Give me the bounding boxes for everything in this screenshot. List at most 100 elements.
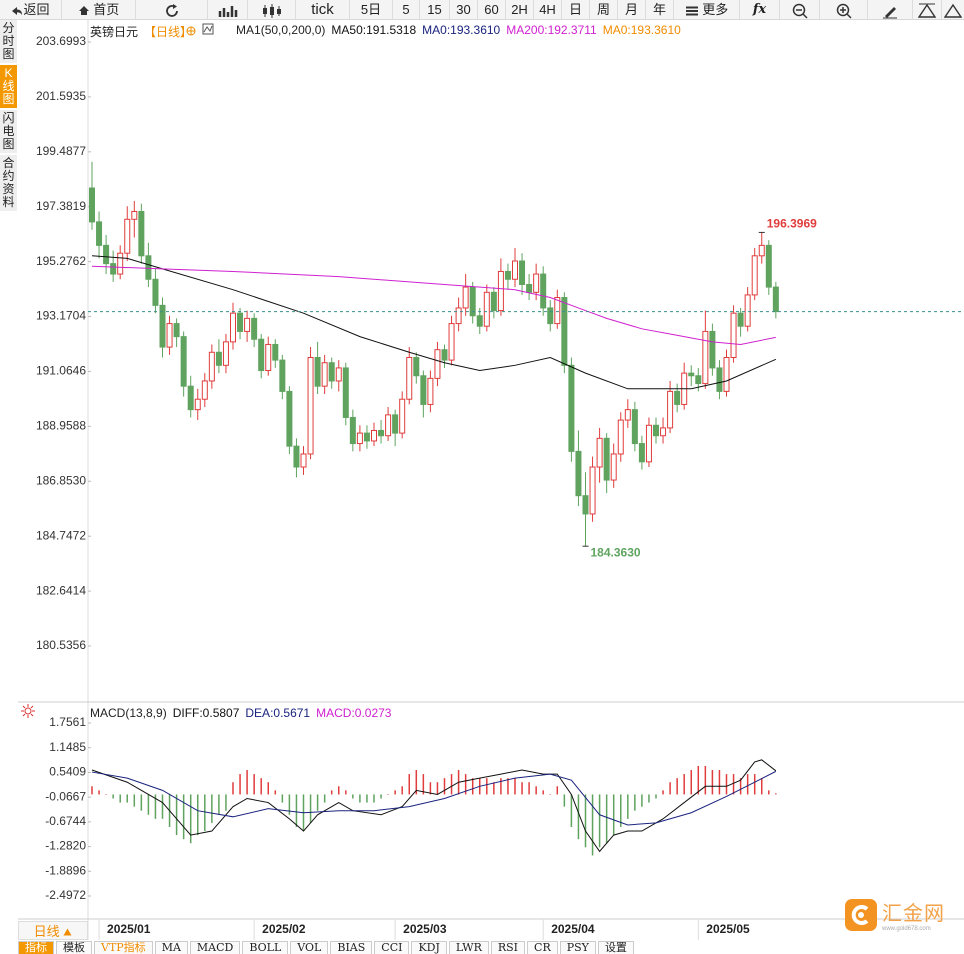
candle-body bbox=[89, 187, 95, 223]
y-tick-label: 191.0646 bbox=[36, 364, 86, 378]
candle-body bbox=[427, 377, 434, 405]
indicator-tab[interactable]: MA bbox=[154, 941, 188, 954]
indicator-tab[interactable]: 设置 bbox=[597, 941, 634, 954]
refresh-button[interactable] bbox=[136, 0, 208, 19]
candle-body bbox=[554, 297, 561, 325]
macd-bar bbox=[528, 782, 530, 795]
candle-body bbox=[335, 367, 342, 382]
candle-body bbox=[526, 283, 533, 293]
indicator-tab[interactable]: VOL bbox=[290, 941, 329, 954]
sidebar-tab[interactable]: 分时图 bbox=[0, 20, 17, 63]
y-tick-label: -1.2820 bbox=[45, 839, 86, 853]
y-tick-label: 193.1704 bbox=[36, 309, 86, 323]
candle-body bbox=[349, 416, 356, 445]
candle-body bbox=[596, 437, 603, 468]
macd-bar bbox=[514, 778, 516, 795]
candle-body bbox=[667, 390, 674, 429]
candle-body bbox=[103, 244, 110, 265]
period-button[interactable]: 年 bbox=[646, 0, 674, 19]
indicator-value: MA0:193.3610 bbox=[422, 23, 501, 37]
period-button[interactable]: 30 bbox=[450, 0, 478, 19]
candle-body bbox=[152, 278, 159, 306]
indicator-tab[interactable]: LWR bbox=[448, 941, 489, 954]
sidebar-tab[interactable]: K线图 bbox=[0, 65, 17, 108]
candle-body bbox=[688, 372, 695, 377]
candle-body bbox=[413, 356, 420, 377]
period-tab[interactable]: 日线 bbox=[18, 921, 88, 940]
formula-button[interactable]: fx bbox=[740, 0, 780, 19]
candle-body bbox=[723, 356, 730, 392]
period-button[interactable]: 周 bbox=[590, 0, 618, 19]
candle-body bbox=[497, 270, 504, 312]
zoom-out-button[interactable] bbox=[780, 0, 820, 19]
candle-body bbox=[455, 307, 462, 325]
indicator-tab[interactable]: MACD bbox=[189, 941, 241, 954]
macd-bar bbox=[775, 793, 777, 795]
macd-bar bbox=[225, 794, 227, 811]
candle-body bbox=[758, 244, 765, 257]
period-button[interactable]: 5日 bbox=[350, 0, 393, 19]
tool-button[interactable] bbox=[942, 0, 964, 19]
y-tick-label: -0.0667 bbox=[45, 789, 86, 803]
macd-bar bbox=[598, 794, 601, 848]
indicator-tab[interactable]: 模板 bbox=[56, 941, 92, 954]
candle-body bbox=[744, 294, 751, 327]
macd-bar bbox=[133, 794, 136, 807]
sidebar-tab[interactable]: 闪电图 bbox=[0, 110, 17, 153]
indicator-tab[interactable]: RSI bbox=[490, 941, 526, 954]
candle-body bbox=[589, 466, 596, 515]
candle-body bbox=[258, 338, 265, 372]
more-button[interactable]: 更多 bbox=[674, 0, 740, 19]
period-button[interactable]: 5 bbox=[393, 0, 420, 19]
candle-body bbox=[110, 263, 117, 275]
indicator-tab[interactable]: VTP指标 bbox=[94, 941, 153, 954]
macd-bar bbox=[274, 790, 277, 795]
candle-body bbox=[300, 453, 307, 468]
period-button[interactable]: 60 bbox=[478, 0, 506, 19]
period-button[interactable]: 日 bbox=[562, 0, 590, 19]
annotation-label: 196.3969 bbox=[767, 217, 817, 231]
indicator-tab[interactable]: 指标 bbox=[18, 941, 54, 954]
indicator-line bbox=[91, 265, 776, 345]
period-button[interactable]: 4H bbox=[534, 0, 562, 19]
indicator-tab[interactable]: KDJ bbox=[411, 941, 447, 954]
indicator-tab[interactable]: CR bbox=[527, 941, 558, 954]
candle-body bbox=[356, 432, 363, 445]
sidebar-tab[interactable]: 合约资料 bbox=[0, 155, 17, 211]
macd-bar bbox=[753, 774, 756, 795]
tick-button[interactable]: tick bbox=[296, 0, 350, 19]
indicator-tab[interactable]: BOLL bbox=[242, 941, 289, 954]
indicator-tab[interactable]: BIAS bbox=[330, 941, 373, 954]
macd-bar bbox=[549, 794, 551, 795]
zoom-in-button[interactable] bbox=[820, 0, 868, 19]
home-button[interactable]: 首页 bbox=[62, 0, 136, 19]
macd-bar bbox=[521, 782, 523, 795]
candle-body bbox=[180, 336, 187, 387]
tool-button[interactable] bbox=[913, 0, 942, 19]
candle-body bbox=[363, 432, 370, 442]
candle-body bbox=[145, 255, 152, 280]
chart-title: 英镑日元 bbox=[90, 25, 139, 39]
candle-body bbox=[469, 286, 476, 317]
period-button[interactable]: 2H bbox=[506, 0, 534, 19]
period-button[interactable]: 月 bbox=[618, 0, 646, 19]
chart-style-button[interactable] bbox=[208, 0, 248, 19]
macd-bar bbox=[147, 794, 150, 815]
candle-body bbox=[547, 307, 554, 325]
macd-header: MACD(13,8,9) DIFF:0.5807 DEA:0.5671 MACD:0.… bbox=[90, 706, 391, 720]
settings-icon[interactable] bbox=[21, 704, 35, 718]
y-tick-label: -2.4972 bbox=[45, 888, 86, 902]
candle-style-button[interactable] bbox=[248, 0, 296, 19]
settings-icon[interactable] bbox=[186, 26, 196, 36]
period-button[interactable]: 15 bbox=[420, 0, 450, 19]
macd-bar bbox=[584, 794, 587, 848]
indicator-icon bbox=[202, 23, 214, 35]
macd-bar bbox=[366, 794, 368, 803]
back-button[interactable]: 返回 bbox=[0, 0, 62, 19]
indicator-tab[interactable]: PSY bbox=[559, 941, 596, 954]
draw-button[interactable] bbox=[868, 0, 913, 19]
indicator-tab[interactable]: CCI bbox=[374, 941, 410, 954]
candle-body bbox=[237, 312, 244, 332]
candle-body bbox=[371, 430, 377, 442]
macd-bar bbox=[352, 794, 354, 799]
